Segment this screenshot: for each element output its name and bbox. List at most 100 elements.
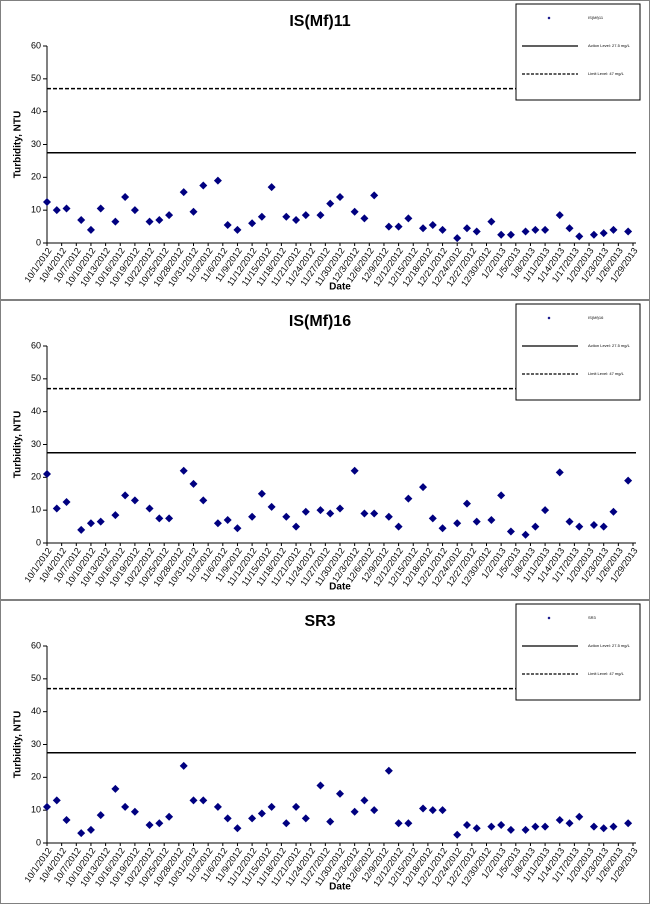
data-point bbox=[575, 812, 584, 821]
data-point bbox=[111, 217, 120, 226]
data-point bbox=[233, 225, 242, 234]
data-point bbox=[521, 227, 530, 236]
y-tick-label: 30 bbox=[31, 739, 41, 749]
data-point bbox=[223, 516, 232, 525]
data-point bbox=[438, 524, 447, 533]
data-point bbox=[179, 761, 188, 770]
data-point bbox=[213, 802, 222, 811]
data-point bbox=[487, 516, 496, 525]
data-point bbox=[257, 809, 266, 818]
y-tick-label: 40 bbox=[31, 106, 41, 116]
data-point bbox=[497, 491, 506, 500]
data-point bbox=[541, 822, 550, 831]
data-point bbox=[428, 514, 437, 523]
data-point bbox=[199, 181, 208, 190]
legend-label: Action Level: 27.5 mg/L bbox=[588, 343, 631, 348]
data-point bbox=[497, 230, 506, 239]
data-point bbox=[589, 520, 598, 529]
data-point bbox=[350, 207, 359, 216]
y-tick-label: 20 bbox=[31, 172, 41, 182]
data-point bbox=[165, 211, 174, 220]
data-point bbox=[292, 802, 301, 811]
data-point bbox=[531, 822, 540, 831]
y-tick-label: 30 bbox=[31, 439, 41, 449]
data-point bbox=[199, 496, 208, 505]
legend-label: Limit Level: 47 mg/L bbox=[588, 671, 625, 676]
data-point bbox=[292, 522, 301, 531]
data-point bbox=[223, 814, 232, 823]
data-point bbox=[155, 216, 164, 225]
data-point bbox=[428, 806, 437, 815]
data-point bbox=[96, 811, 105, 820]
data-point bbox=[453, 830, 462, 839]
data-point bbox=[86, 225, 95, 234]
data-point bbox=[43, 197, 51, 206]
data-point bbox=[521, 825, 530, 834]
data-point bbox=[599, 522, 608, 531]
legend-label: Limit Level: 47 mg/L bbox=[588, 71, 625, 76]
data-point bbox=[599, 824, 608, 833]
data-point bbox=[301, 507, 310, 516]
data-point bbox=[360, 509, 369, 518]
data-point bbox=[267, 502, 276, 511]
data-point bbox=[282, 512, 291, 521]
data-point bbox=[130, 206, 139, 215]
data-point bbox=[77, 216, 86, 225]
data-point bbox=[111, 784, 120, 793]
data-point bbox=[419, 224, 428, 233]
data-point bbox=[404, 494, 413, 503]
data-point bbox=[248, 512, 257, 521]
data-point bbox=[370, 806, 379, 815]
data-point bbox=[52, 796, 61, 805]
data-point bbox=[145, 820, 154, 829]
data-point bbox=[394, 522, 403, 531]
y-tick-label: 10 bbox=[31, 805, 41, 815]
data-point bbox=[565, 224, 574, 233]
data-point bbox=[624, 227, 633, 236]
legend-marker bbox=[547, 616, 551, 620]
data-point bbox=[453, 519, 462, 528]
y-axis-label: Turbidity, NTU bbox=[13, 411, 24, 478]
data-point bbox=[462, 820, 471, 829]
data-point bbox=[145, 217, 154, 226]
data-point bbox=[52, 504, 61, 513]
data-point bbox=[121, 802, 130, 811]
legend-label: IS(Mf)16 bbox=[588, 315, 604, 320]
data-point bbox=[555, 816, 564, 825]
data-point bbox=[350, 807, 359, 816]
data-point bbox=[531, 522, 540, 531]
data-point bbox=[404, 819, 413, 828]
data-point bbox=[487, 822, 496, 831]
data-point bbox=[419, 483, 428, 492]
data-point bbox=[77, 829, 86, 838]
y-tick-label: 20 bbox=[31, 772, 41, 782]
data-point bbox=[565, 819, 574, 828]
data-point bbox=[282, 819, 291, 828]
data-point bbox=[155, 819, 164, 828]
legend-marker bbox=[547, 316, 551, 320]
legend-label: IS(Mf)11 bbox=[588, 15, 604, 20]
x-axis-label: Date bbox=[329, 582, 351, 593]
data-point bbox=[453, 234, 462, 243]
data-point bbox=[472, 824, 481, 833]
y-tick-label: 40 bbox=[31, 406, 41, 416]
data-point bbox=[506, 230, 515, 239]
data-point bbox=[179, 188, 188, 197]
data-point bbox=[179, 466, 188, 475]
data-point bbox=[282, 212, 291, 221]
y-tick-label: 30 bbox=[31, 139, 41, 149]
legend-label: Action Level: 27.5 mg/L bbox=[588, 43, 631, 48]
data-point bbox=[541, 225, 550, 234]
data-point bbox=[609, 822, 618, 831]
data-point bbox=[609, 225, 618, 234]
data-point bbox=[326, 509, 335, 518]
data-point bbox=[555, 468, 564, 477]
data-point bbox=[360, 214, 369, 223]
data-point bbox=[419, 804, 428, 813]
data-point bbox=[350, 466, 359, 475]
data-point bbox=[609, 507, 618, 516]
y-tick-label: 0 bbox=[36, 837, 41, 847]
y-tick-label: 50 bbox=[31, 73, 41, 83]
data-point bbox=[589, 230, 598, 239]
